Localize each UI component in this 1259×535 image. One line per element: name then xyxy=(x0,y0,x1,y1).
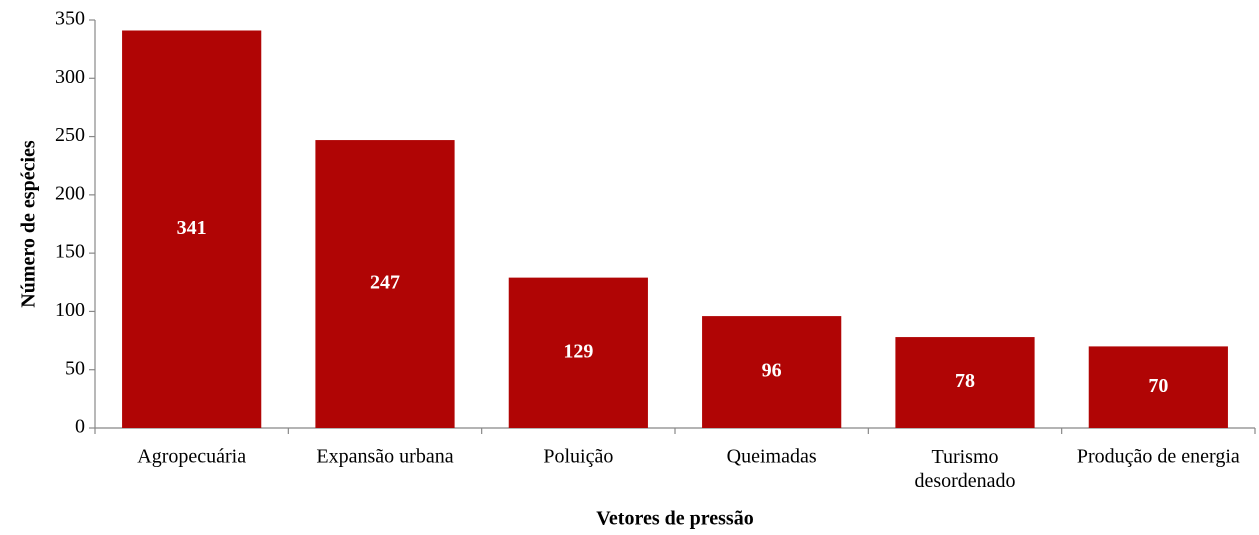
y-tick-label: 200 xyxy=(55,182,85,204)
x-axis-title: Vetores de pressão xyxy=(596,508,753,530)
y-tick-label: 300 xyxy=(55,66,85,88)
y-tick-label: 50 xyxy=(65,357,85,379)
data-label: 96 xyxy=(762,360,782,382)
bar xyxy=(1088,346,1228,428)
y-tick-label: 350 xyxy=(55,8,85,30)
y-tick-label: 100 xyxy=(55,299,85,321)
x-tick-label: Queimadas xyxy=(727,446,817,468)
x-tick-label: Expansão urbana xyxy=(316,446,453,468)
data-label: 78 xyxy=(955,370,975,392)
bar xyxy=(315,140,455,428)
data-label: 247 xyxy=(370,272,400,294)
x-tick-label: Poluição xyxy=(543,446,613,468)
x-tick-label: Produção de energia xyxy=(1077,446,1240,468)
bar xyxy=(508,277,648,428)
bar xyxy=(702,316,842,428)
y-tick-label: 150 xyxy=(55,241,85,263)
data-label: 341 xyxy=(177,217,207,239)
bar xyxy=(895,337,1035,428)
x-tick-label: Agropecuária xyxy=(137,446,246,468)
data-label: 129 xyxy=(563,340,593,362)
data-label: 70 xyxy=(1148,375,1168,397)
y-axis-title: Número de espécies xyxy=(18,140,40,308)
y-tick-label: 250 xyxy=(55,124,85,146)
bar xyxy=(122,30,262,429)
x-tick-label: Turismo desordenado xyxy=(914,446,1015,492)
y-tick-label: 0 xyxy=(75,416,85,438)
